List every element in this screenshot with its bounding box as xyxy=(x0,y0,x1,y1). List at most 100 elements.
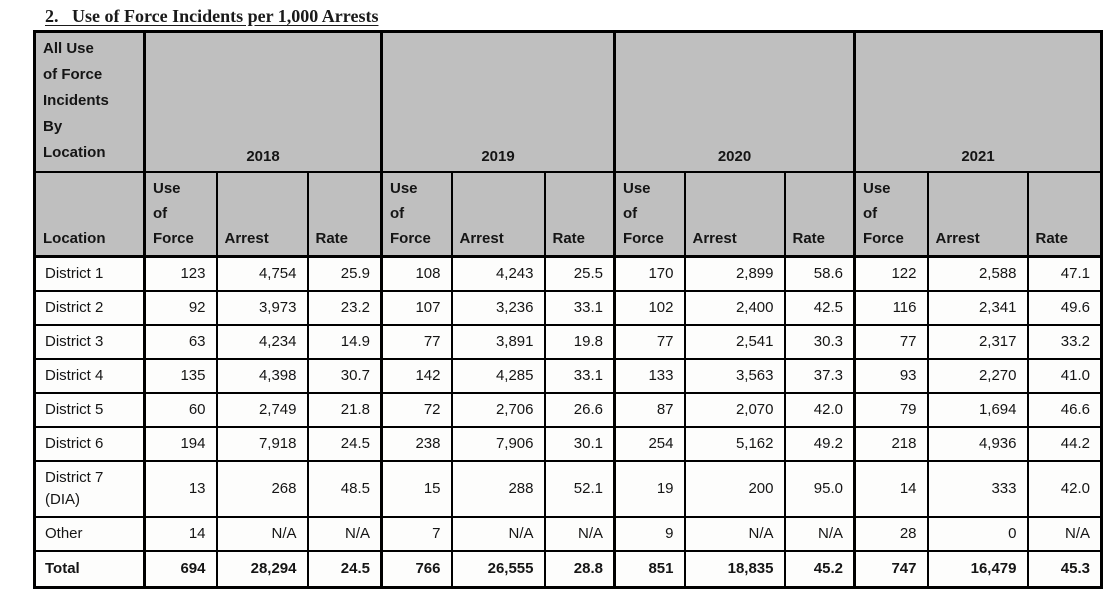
value-cell: 116 xyxy=(853,289,929,326)
value-cell: 268 xyxy=(215,459,309,518)
table-title: 2. Use of Force Incidents per 1,000 Arre… xyxy=(45,6,379,26)
value-cell: 49.6 xyxy=(1026,289,1103,326)
value-cell: 15 xyxy=(380,459,453,518)
document-page: 2. Use of Force Incidents per 1,000 Arre… xyxy=(33,6,1103,589)
value-cell: 28.8 xyxy=(543,549,616,589)
value-cell: 142 xyxy=(380,357,453,394)
value-cell: 254 xyxy=(613,425,686,462)
value-cell: 63 xyxy=(143,323,218,360)
value-cell: 2,341 xyxy=(926,289,1029,326)
value-cell: 108 xyxy=(380,255,453,292)
value-cell: 58.6 xyxy=(783,255,856,292)
value-cell: 2,317 xyxy=(926,323,1029,360)
value-cell: 21.8 xyxy=(306,391,383,428)
value-cell: 19 xyxy=(613,459,686,518)
value-cell: 694 xyxy=(143,549,218,589)
year-header-2019: 2019 xyxy=(380,30,616,173)
value-cell: 77 xyxy=(853,323,929,360)
rate-column-header: Rate xyxy=(543,170,616,258)
value-cell: 5,162 xyxy=(683,425,786,462)
value-cell: 93 xyxy=(853,357,929,394)
value-cell: 14.9 xyxy=(306,323,383,360)
value-cell: 2,400 xyxy=(683,289,786,326)
value-cell: 766 xyxy=(380,549,453,589)
value-cell: 48.5 xyxy=(306,459,383,518)
value-cell: 42.5 xyxy=(783,289,856,326)
table-row: District 5 60 2,749 21.8 72 2,706 26.6 87 2,070 4… xyxy=(33,391,1103,428)
location-cell: District 4 xyxy=(33,357,146,394)
value-cell: 41.0 xyxy=(1026,357,1103,394)
value-cell: 747 xyxy=(853,549,929,589)
value-cell: 14 xyxy=(853,459,929,518)
value-cell: 9 xyxy=(613,515,686,552)
year-header-2021: 2021 xyxy=(853,30,1103,173)
value-cell: 7,906 xyxy=(450,425,546,462)
value-cell: 102 xyxy=(613,289,686,326)
arrest-column-header: Arrest xyxy=(683,170,786,258)
value-cell: 7 xyxy=(380,515,453,552)
value-cell: 1,694 xyxy=(926,391,1029,428)
value-cell: 4,285 xyxy=(450,357,546,394)
column-header-row: Location Use of Force Arrest Rate Use of… xyxy=(33,170,1103,258)
value-cell: 87 xyxy=(613,391,686,428)
table-row: District 1 123 4,754 25.9 108 4,243 25.5 170 2,8… xyxy=(33,255,1103,292)
value-cell: 14 xyxy=(143,515,218,552)
value-cell: 25.5 xyxy=(543,255,616,292)
value-cell: 44.2 xyxy=(1026,425,1103,462)
value-cell: 4,936 xyxy=(926,425,1029,462)
value-cell: N/A xyxy=(450,515,546,552)
value-cell: 37.3 xyxy=(783,357,856,394)
table-row: District 4 135 4,398 30.7 142 4,285 33.1 133 3,5… xyxy=(33,357,1103,394)
value-cell: 218 xyxy=(853,425,929,462)
value-cell: 194 xyxy=(143,425,218,462)
value-cell: 4,398 xyxy=(215,357,309,394)
value-cell: 19.8 xyxy=(543,323,616,360)
value-cell: 33.1 xyxy=(543,289,616,326)
table-header: All Use of Force Incidents By Location 2… xyxy=(33,30,1103,258)
value-cell: 7,918 xyxy=(215,425,309,462)
value-cell: 2,899 xyxy=(683,255,786,292)
value-cell: 45.2 xyxy=(783,549,856,589)
rate-column-header: Rate xyxy=(1026,170,1103,258)
location-cell: Total xyxy=(33,549,146,589)
location-cell: District 6 xyxy=(33,425,146,462)
value-cell: 13 xyxy=(143,459,218,518)
value-cell: 77 xyxy=(613,323,686,360)
table-row: District 6 194 7,918 24.5 238 7,906 30.1 254 5,1… xyxy=(33,425,1103,462)
year-header-2020: 2020 xyxy=(613,30,856,173)
value-cell: 79 xyxy=(853,391,929,428)
corner-header-cell: All Use of Force Incidents By Location xyxy=(33,30,146,173)
value-cell: 77 xyxy=(380,323,453,360)
rate-column-header: Rate xyxy=(783,170,856,258)
value-cell: 30.3 xyxy=(783,323,856,360)
value-cell: 95.0 xyxy=(783,459,856,518)
arrest-column-header: Arrest xyxy=(926,170,1029,258)
value-cell: N/A xyxy=(683,515,786,552)
location-cell: District 2 xyxy=(33,289,146,326)
value-cell: 2,706 xyxy=(450,391,546,428)
value-cell: 52.1 xyxy=(543,459,616,518)
value-cell: 25.9 xyxy=(306,255,383,292)
value-cell: 2,541 xyxy=(683,323,786,360)
value-cell: 200 xyxy=(683,459,786,518)
year-header-row: All Use of Force Incidents By Location 2… xyxy=(33,30,1103,173)
value-cell: 2,070 xyxy=(683,391,786,428)
value-cell: 4,754 xyxy=(215,255,309,292)
value-cell: 288 xyxy=(450,459,546,518)
value-cell: 122 xyxy=(853,255,929,292)
value-cell: 42.0 xyxy=(1026,459,1103,518)
value-cell: N/A xyxy=(306,515,383,552)
value-cell: 123 xyxy=(143,255,218,292)
year-header-2018: 2018 xyxy=(143,30,383,173)
value-cell: 33.1 xyxy=(543,357,616,394)
value-cell: 107 xyxy=(380,289,453,326)
arrest-column-header: Arrest xyxy=(450,170,546,258)
location-cell: District 7 (DIA) xyxy=(33,459,146,518)
value-cell: 4,243 xyxy=(450,255,546,292)
location-cell: District 1 xyxy=(33,255,146,292)
value-cell: 16,479 xyxy=(926,549,1029,589)
value-cell: 28,294 xyxy=(215,549,309,589)
value-cell: 60 xyxy=(143,391,218,428)
value-cell: 46.6 xyxy=(1026,391,1103,428)
value-cell: 2,270 xyxy=(926,357,1029,394)
